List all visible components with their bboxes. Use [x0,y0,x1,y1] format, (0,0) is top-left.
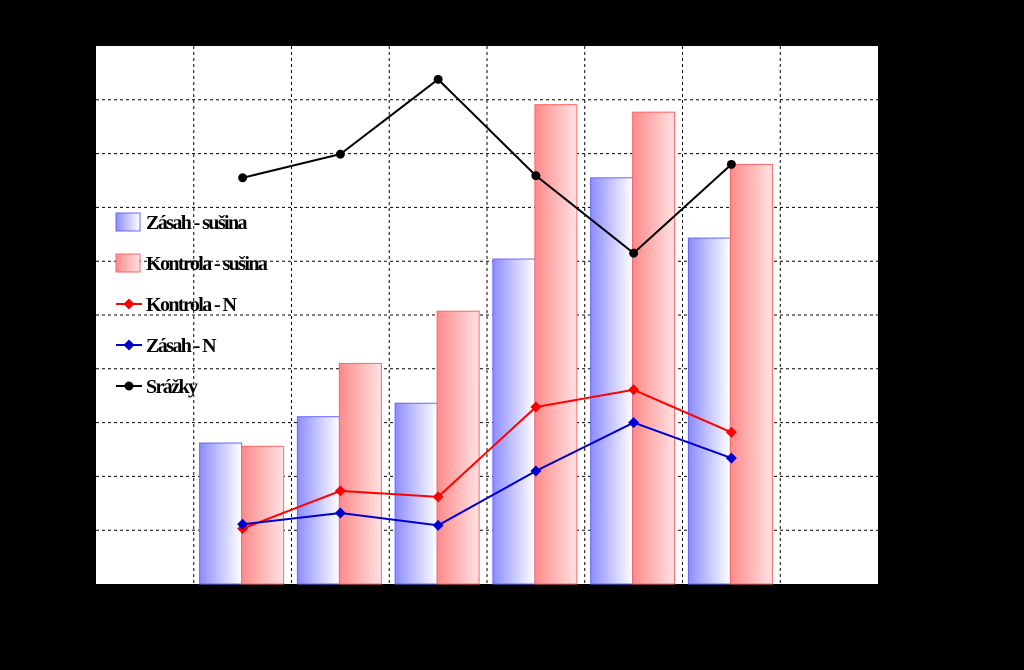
gridlines [96,46,878,584]
point-zasah-n [530,465,542,477]
legend-label-zasah-susina: Zásah - sušina [146,212,247,234]
legend-marker-zasah-n [123,339,135,351]
point-zasah-n [725,452,737,464]
bar-zasah-susina [394,402,438,585]
bar-kontrola-susina [729,163,773,585]
legend-marker-kontrola-n [123,298,135,310]
point-srazky [433,74,443,84]
point-kontrola-n [725,426,737,438]
point-kontrola-n [334,485,346,497]
bar-kontrola-susina [338,362,382,585]
line-zasah-n [242,421,732,527]
point-kontrola-n [432,491,444,503]
legend: Zásah - sušina Kontrola - sušina Kontrola … [115,212,269,398]
point-srazky [335,149,345,159]
legend-label-zasah-n: Zásah - N [146,335,217,357]
bar-zasah-susina [687,237,731,585]
point-srazky [629,248,639,258]
line-srazky [242,78,733,255]
legend-label-kontrola-n: Kontrola - N [146,294,237,316]
legend-label-kontrola-susina: Kontrola - sušina [146,253,268,275]
point-srazky [531,171,541,181]
bar-zasah-susina [590,177,634,585]
legend-swatch-kontrola-susina [115,253,141,273]
bar-zasah-susina [492,258,536,585]
point-zasah-n [237,518,249,530]
point-kontrola-n [530,401,542,413]
point-zasah-n [432,519,444,531]
point-srazky [726,159,736,169]
bars [199,104,773,585]
legend-marker-srazky [124,381,134,391]
point-zasah-n [628,417,640,429]
legend-swatch-zasah-susina [115,212,141,232]
bar-kontrola-susina [632,111,676,585]
series-lines [237,74,737,535]
bar-zasah-susina [199,442,243,585]
bar-kontrola-susina [534,104,578,585]
point-zasah-n [334,507,346,519]
point-srazky [238,173,248,183]
legend-label-srazky: Srážky [146,376,198,398]
line-kontrola-n [242,388,732,530]
bar-kontrola-susina [436,310,480,585]
point-kontrola-n [628,384,640,396]
